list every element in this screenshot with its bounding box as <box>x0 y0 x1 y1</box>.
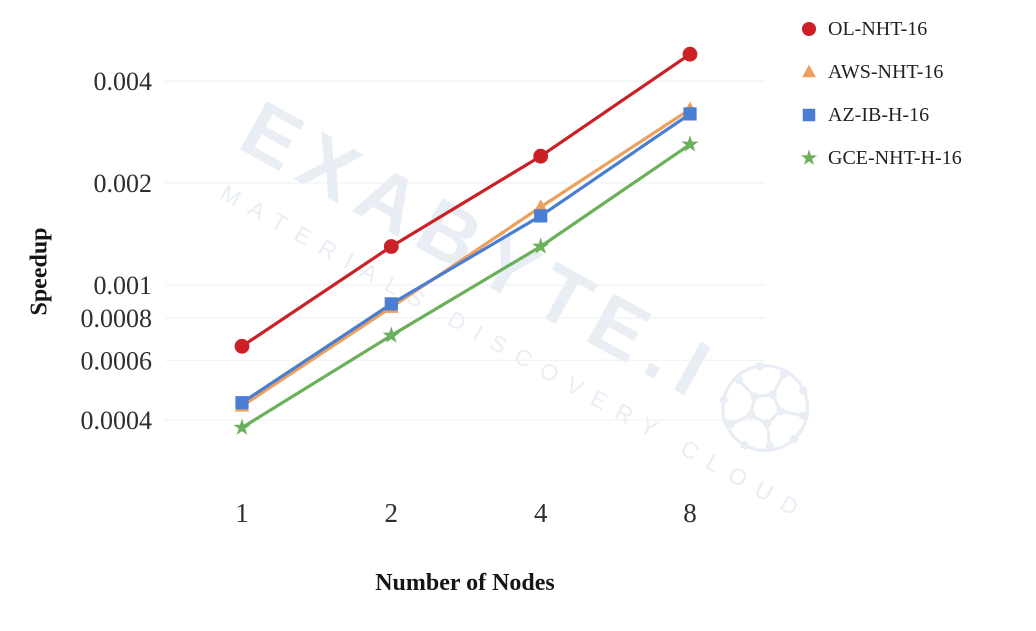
y-tick-label: 0.001 <box>94 271 153 300</box>
data-point-marker <box>233 418 251 435</box>
x-axis-title: Number of Nodes <box>375 570 555 596</box>
data-point-marker <box>534 209 548 223</box>
legend-label: GCE-NHT-H-16 <box>828 147 962 169</box>
y-axis-title: Speedup <box>26 227 53 316</box>
series-line-az-ib-h-16 <box>240 112 692 405</box>
x-tick-label: 4 <box>534 498 548 528</box>
data-point-marker <box>234 338 250 354</box>
x-tick-label: 2 <box>385 498 399 528</box>
legend-label: AWS-NHT-16 <box>828 61 944 83</box>
data-point-marker <box>533 199 548 213</box>
data-point-marker <box>532 237 550 254</box>
y-tick-label: 0.004 <box>94 67 153 96</box>
x-tick-label: 1 <box>235 498 249 528</box>
data-point-marker <box>802 108 816 122</box>
y-tick-label: 0.0004 <box>81 406 153 435</box>
data-point-marker <box>683 107 697 121</box>
data-point-marker <box>383 239 399 254</box>
data-point-marker <box>682 46 698 62</box>
data-point-marker <box>802 64 816 78</box>
series-line-ol-nht-16 <box>240 52 692 348</box>
circle-icon <box>801 21 817 37</box>
triangle-icon <box>802 64 816 78</box>
legend-item-gce-nht-h-16[interactable]: GCE-NHT-H-16 <box>800 146 962 170</box>
data-point-marker <box>800 149 818 165</box>
square-icon <box>802 108 816 122</box>
series-line-gce-nht-h-16 <box>240 142 692 430</box>
legend: OL-NHT-16 AWS-NHT-16 AZ-IB-H-16 GCE-NHT-… <box>800 17 962 189</box>
legend-item-az-ib-h-16[interactable]: AZ-IB-H-16 <box>800 103 962 127</box>
data-point-marker <box>681 135 699 152</box>
legend-label: AZ-IB-H-16 <box>828 104 930 126</box>
y-tick-label: 0.0008 <box>81 304 153 333</box>
star-icon <box>800 149 818 165</box>
x-tick-label: 8 <box>683 498 697 528</box>
data-point-marker <box>533 148 549 164</box>
y-tick-label: 0.002 <box>94 169 153 198</box>
series-line-aws-nht-16 <box>240 107 692 408</box>
data-point-marker <box>382 326 400 343</box>
legend-item-aws-nht-16[interactable]: AWS-NHT-16 <box>800 60 962 84</box>
data-point-marker <box>801 21 817 37</box>
data-point-marker <box>384 297 398 311</box>
legend-item-ol-nht-16[interactable]: OL-NHT-16 <box>800 17 962 41</box>
legend-label: OL-NHT-16 <box>828 18 928 40</box>
y-tick-label: 0.0006 <box>81 346 153 375</box>
data-point-marker <box>235 396 249 410</box>
